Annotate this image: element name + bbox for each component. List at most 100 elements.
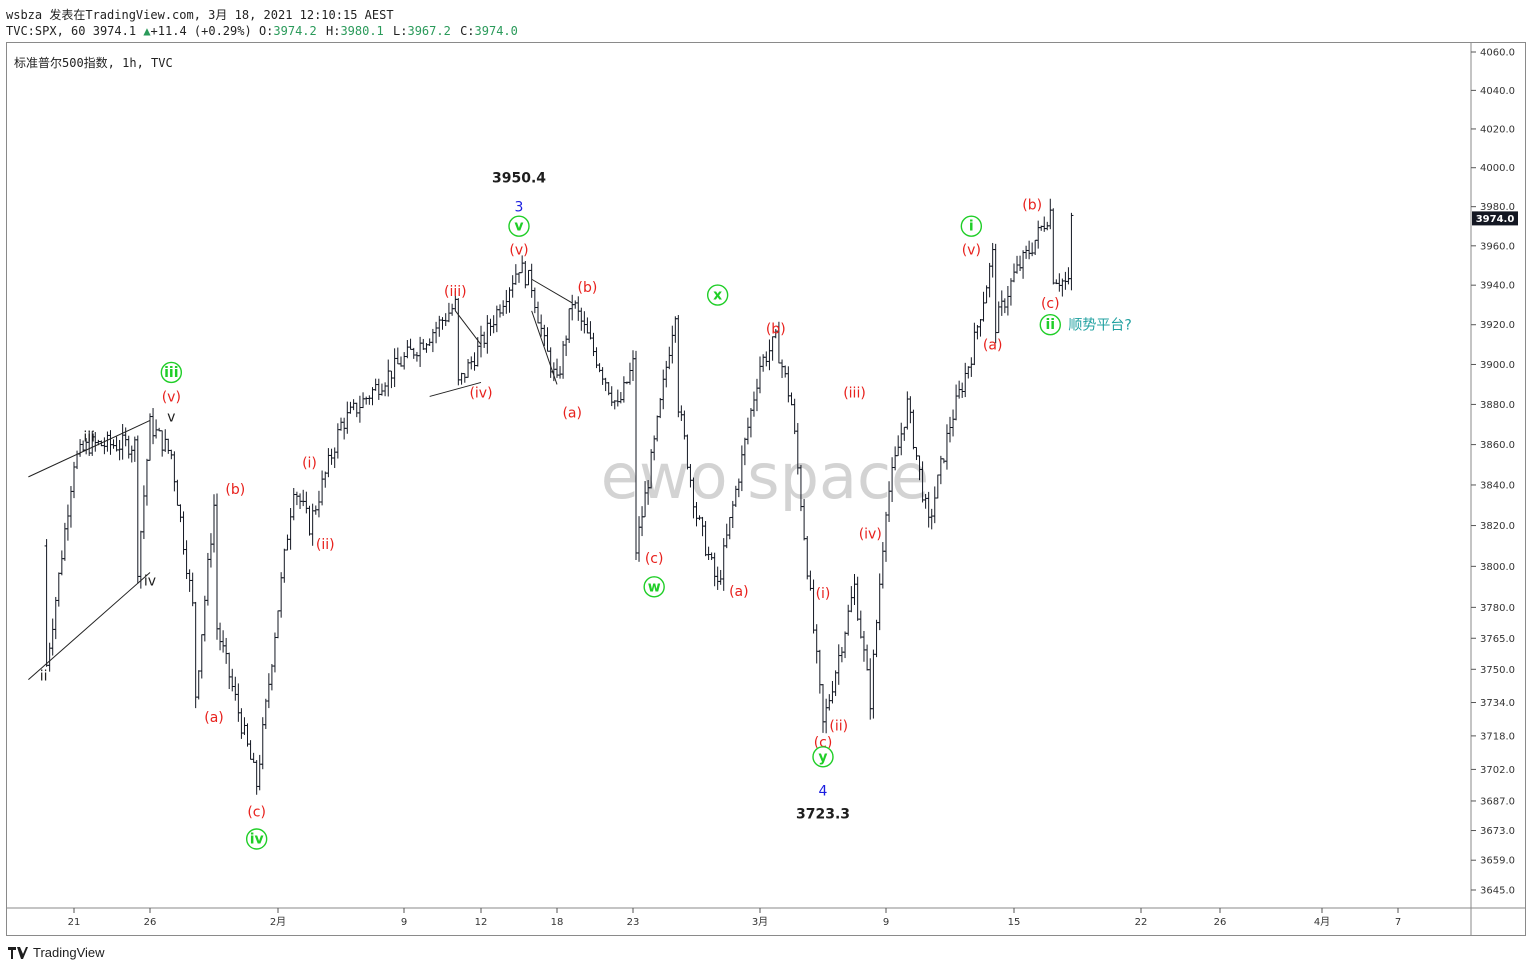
ohlc-bar (545, 327, 550, 352)
wave-circle (1039, 314, 1061, 336)
ohlc-bar (1057, 273, 1062, 292)
wave-label: (i) (302, 456, 317, 472)
tradingview-logo[interactable]: TradingView (8, 945, 105, 960)
ohlc-bar (751, 391, 756, 417)
ohlc-bar (963, 362, 968, 398)
ohlc-bar (579, 307, 584, 331)
y-tick-label: 3900.0 (1480, 360, 1515, 371)
last-price: 3974.1 (92, 24, 137, 38)
ohlc-bar (224, 637, 229, 664)
y-tick-label: 3980.0 (1480, 202, 1515, 213)
ohlc-bar (175, 479, 180, 506)
x-tick-label: 18 (551, 917, 564, 928)
ohlc-bar (418, 336, 423, 367)
ohlc-bar (618, 392, 623, 404)
y-tick-label: 3734.0 (1480, 698, 1515, 709)
ohlc-bar (193, 601, 198, 709)
ohlc-bar (335, 423, 340, 459)
ohlc-bar (706, 546, 711, 560)
wave-label: (iii) (444, 284, 467, 300)
ohlc-bar (221, 630, 226, 653)
ohlc-legend: TVC:SPX, 60 3974.1 ▲+11.4 (+0.29%) O:397… (6, 24, 518, 38)
wave-label: (v) (509, 243, 528, 259)
ohlc-bar (148, 413, 152, 461)
ohlc-bar (208, 533, 213, 568)
ohlc-bar (339, 417, 343, 431)
ohlc-bar (1008, 278, 1013, 306)
wave-circle (812, 746, 834, 768)
ohlc-bar (908, 396, 913, 424)
ohlc-bar (724, 523, 729, 549)
ohlc-bar (969, 357, 974, 377)
ohlc-bar (361, 392, 366, 409)
ohlc-bar (437, 315, 442, 337)
wave-label: (a) (983, 338, 1003, 354)
wave-label: w (648, 579, 661, 595)
y-tick-label: 3765.0 (1480, 634, 1515, 645)
ohlc-bar (780, 359, 785, 379)
y-tick-label: 3645.0 (1480, 886, 1515, 897)
ohlc-bar (199, 634, 204, 679)
last-price-tag: 3974.0 (1472, 211, 1518, 226)
ohlc-bar (132, 436, 137, 462)
wave-label: (b) (577, 280, 597, 296)
wave-label-circled: y (812, 746, 834, 768)
wave-label-circled: v (508, 215, 530, 237)
ohlc-bar (591, 332, 596, 357)
ohlc-bar (1048, 198, 1053, 230)
ohlc-bar (1042, 216, 1047, 232)
wave-circle (508, 215, 530, 237)
ohlc-bar (655, 415, 660, 442)
ohlc-bar (392, 348, 397, 388)
ohlc-bar (239, 708, 244, 739)
ohlc-bar (884, 511, 888, 562)
ohlc-bar (351, 399, 356, 411)
wave-label-circled: x (706, 284, 729, 306)
ohlc-bar (56, 572, 61, 607)
ohlc-bar (1066, 267, 1071, 285)
chart-frame[interactable] (6, 42, 1526, 936)
y-tick-label: 3840.0 (1480, 480, 1515, 491)
ohlc-bar (405, 340, 410, 359)
wave-label: y (818, 749, 827, 765)
ohlc-bar (53, 596, 58, 640)
ohlc-bar (379, 383, 384, 396)
ohlc-bar (44, 539, 49, 667)
ohlc-bar (839, 646, 844, 663)
ohlc-bar (120, 423, 125, 460)
ohlc-bar (348, 401, 353, 414)
tradingview-label: TradingView (33, 945, 105, 960)
ohlc-bar (215, 493, 219, 640)
ohlc-bar (257, 754, 262, 791)
ohlc-bar (754, 378, 759, 412)
ohlc-bar (135, 435, 140, 584)
ohlc-bar (326, 448, 331, 478)
ohlc-bar (472, 352, 477, 371)
ohlc-bar (805, 536, 810, 580)
ohlc-bar (389, 370, 394, 389)
ohlc-bar (532, 287, 537, 314)
last-price-bg (1472, 211, 1518, 226)
ohlc-bar (712, 552, 717, 587)
wave-label-circled: w (643, 576, 665, 598)
x-tick-label: 2月 (270, 916, 286, 928)
ohlc-bar (621, 376, 626, 403)
wave-label: ii (1045, 317, 1055, 333)
ohlc-bar (414, 351, 419, 362)
close-label: C: (460, 24, 475, 38)
ohlc-bar (1027, 240, 1032, 260)
ohlc-bar (172, 451, 177, 492)
ohlc-bar (670, 325, 675, 364)
ohlc-bar (951, 409, 956, 437)
ohlc-bar (567, 308, 572, 343)
ohlc-bar (254, 760, 259, 795)
ohlc-bar (50, 618, 55, 656)
ohlc-bar (846, 604, 851, 636)
ohlc-bar (877, 573, 882, 631)
ohlc-bar (332, 447, 337, 468)
ohlc-bar (166, 438, 171, 454)
ohlc-bar (836, 644, 841, 685)
ohlc-bar (661, 369, 666, 410)
publish-info: wsbza 发表在TradingView.com, 3月 18, 2021 12… (6, 8, 394, 22)
